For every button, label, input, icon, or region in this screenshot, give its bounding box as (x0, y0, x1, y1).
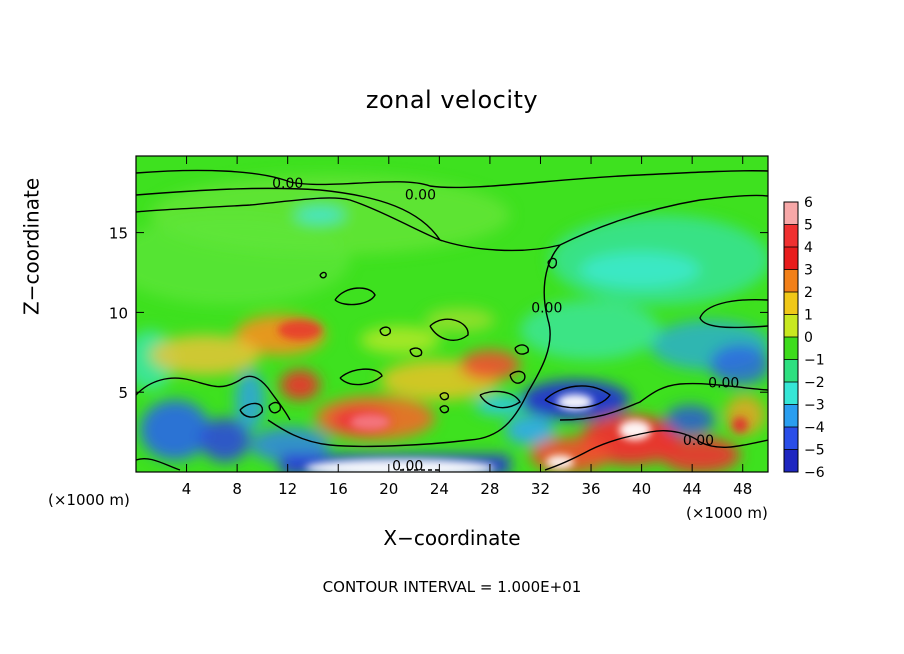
colorbar-tick-label: 3 (804, 263, 813, 279)
contour-label: 0.00 (392, 459, 423, 475)
colorbar-segment (784, 202, 798, 225)
colorbar-tick-label: −4 (804, 420, 825, 436)
zero-contours (136, 169, 768, 471)
colorbar-tick-label: −3 (804, 398, 825, 414)
y-axis: 5 10 15 (109, 225, 768, 402)
plot-frame (135, 155, 769, 473)
colorbar-segment (784, 292, 798, 315)
velocity-field: 0.00 0.00 0.00 0.00 0.00 0.00 (136, 156, 768, 475)
colorbar-tick-label: 5 (804, 218, 813, 234)
contour-label: 0.00 (708, 376, 739, 392)
colorbar-segment (784, 337, 798, 360)
x-tick-label: 12 (278, 480, 297, 498)
contour-label: 0.00 (405, 187, 436, 203)
contour-label: 0.00 (683, 433, 714, 449)
chart-title: zonal velocity (365, 86, 539, 114)
contour-label: 0.00 (531, 301, 562, 317)
colorbar-segment (784, 427, 798, 450)
x-tick-label: 48 (733, 480, 752, 498)
contour-label: 0.00 (272, 176, 303, 192)
x-unit-note-right: (×1000 m) (686, 504, 768, 522)
y-tick-label: 15 (109, 225, 128, 243)
x-axis: 4 8 12 16 20 24 28 32 36 40 44 48 (182, 156, 752, 498)
contour-interval-note: CONTOUR INTERVAL = 1.000E+01 (322, 578, 582, 596)
x-tick-label: 44 (683, 480, 702, 498)
colorbar-tick-label: −5 (804, 443, 825, 459)
x-tick-label: 36 (581, 480, 600, 498)
x-tick-label: 40 (632, 480, 651, 498)
colorbar-segment (784, 382, 798, 405)
y-tick-label: 5 (118, 384, 128, 402)
x-tick-label: 32 (531, 480, 550, 498)
y-tick-label: 10 (109, 304, 128, 322)
colorbar-tick-label: 2 (804, 285, 813, 301)
colorbar-segment (784, 404, 798, 428)
colorbar-tick-label: −1 (804, 353, 825, 369)
x-tick-label: 4 (182, 480, 192, 498)
colorbar-segment (784, 269, 798, 293)
colorbar-segment (784, 359, 798, 383)
colorbar-segment (784, 224, 798, 248)
colorbar-tick-label: 0 (804, 330, 813, 346)
x-tick-label: 20 (379, 480, 398, 498)
colorbar-tick-label: 4 (804, 240, 813, 256)
x-tick-label: 8 (232, 480, 242, 498)
x-unit-note-left: (×1000 m) (48, 491, 130, 509)
colorbar: 6 5 4 3 2 1 0 −1 −2 −3 −4 −5 −6 (783, 195, 825, 481)
x-tick-label: 28 (480, 480, 499, 498)
x-tick-label: 24 (430, 480, 449, 498)
colorbar-segment (784, 247, 798, 270)
colorbar-tick-label: 6 (804, 195, 813, 211)
colorbar-tick-label: −2 (804, 375, 825, 391)
colorbar-tick-label: 1 (804, 308, 813, 324)
x-tick-label: 16 (329, 480, 348, 498)
colorbar-tick-label: −6 (804, 465, 825, 481)
x-axis-label: X−coordinate (383, 526, 521, 550)
colorbar-segment (784, 449, 798, 473)
colorbar-segment (784, 314, 798, 338)
